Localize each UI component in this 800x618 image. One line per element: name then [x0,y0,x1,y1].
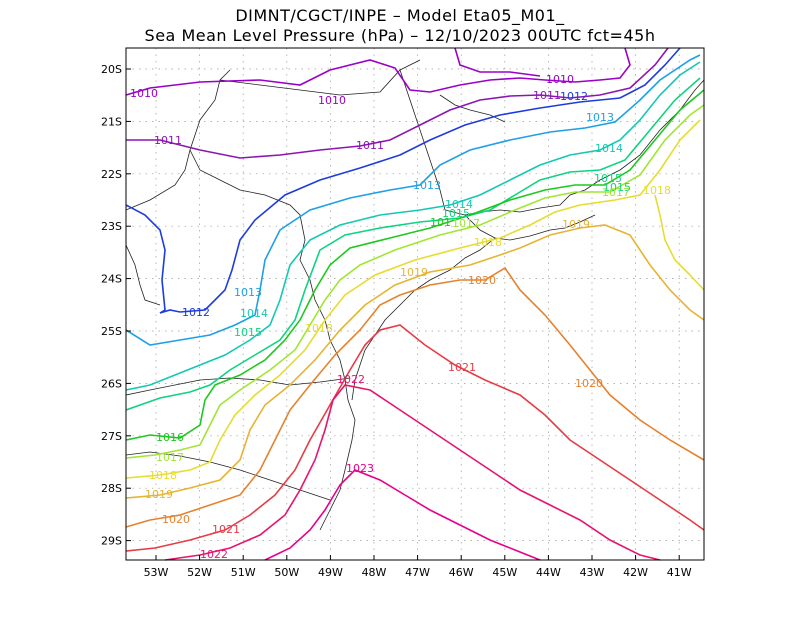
state-border [399,69,446,211]
isobar-label: 1017 [156,451,184,464]
isobar-label: 1017 [452,217,480,230]
lat-tick-label: 22S [101,168,122,181]
isobar-1014 [125,61,701,391]
map-area [126,48,704,560]
isobar-label: 1012 [182,306,210,319]
lat-tick-label: 21S [101,115,122,128]
isobar-1011 [126,47,669,159]
lake [439,94,506,123]
isobar-label: 1018 [474,236,502,249]
map-frame [125,47,705,561]
isobar-1021 [125,324,705,552]
isobar-1010 [125,47,631,96]
lon-tick-label: 44W [536,566,561,579]
chart-title-line1: DIMNT/CGCT/INPE – Model Eta05_M01_ [235,6,565,25]
lon-tick-label: 47W [405,566,430,579]
lon-tick-label: 48W [362,566,387,579]
isobar-1018 [125,119,701,479]
isobar-label: 1018 [643,184,671,197]
isobar-label: 1011 [356,139,384,152]
isobar-1013 [125,54,701,346]
isobar-label: 1021 [448,361,476,374]
isobar-label: 1014 [240,307,268,320]
isobar-label: 1014 [595,142,623,155]
coastline [464,214,596,241]
isobar-label: 1019 [400,266,428,279]
isobar-label: 1015 [234,326,262,339]
longitude-axis: 53W 52W 51W 50W 49W 48W 47W 46W 45W 44W 43W 42W 41W [144,555,692,579]
lon-tick-label: 52W [187,566,212,579]
isobar-labels: 1010 1010 1010 1011 1011 1011 1012 1012 … [130,73,671,561]
lon-tick-label: 45W [492,566,517,579]
lon-tick-label: 46W [449,566,474,579]
isobar-1023 [264,469,541,561]
lon-tick-label: 43W [580,566,605,579]
lat-tick-label: 27S [101,430,122,443]
lon-tick-label: 41W [667,566,692,579]
isobar-1012 [125,204,166,314]
isobar-1010 [454,47,541,77]
isobar-1018 [654,194,705,291]
isobar-label: 1013 [234,286,262,299]
isobar-label: 1019 [562,218,590,231]
lon-tick-label: 49W [318,566,343,579]
lon-tick-label: 53W [144,566,169,579]
lon-tick-label: 42W [623,566,648,579]
isobar-1017 [125,104,705,459]
isobar-label: 1013 [413,179,441,192]
isobar-label: 1015 [442,207,470,220]
isobar-1022 [164,384,661,561]
isobar-label: 1015 [594,172,622,185]
latitude-axis: 20S 21S 22S 23S 24S 25S 26S 27S 28S 29S [101,63,131,548]
isobar-label: 1020 [575,377,603,390]
isobar-label: 1013 [586,111,614,124]
isobar-label: 1022 [337,373,365,386]
state-border [125,451,331,501]
isobar-label: 1015 [603,181,631,194]
isobar-lines [125,47,705,561]
lat-tick-label: 26S [101,377,122,390]
isobar-label: 1010 [546,73,574,86]
lat-tick-label: 24S [101,273,122,286]
isobar-label: 1021 [212,523,240,536]
isobar-label: 1020 [468,274,496,287]
coastline-borders [125,59,705,531]
coastline [351,237,496,401]
isobar-label: 1018 [305,322,333,335]
state-border [125,377,351,396]
isobar-label: 1022 [200,548,228,561]
isobar-1012 [159,47,681,314]
isobar-label: 1011 [154,134,182,147]
isobar-label: 1012 [560,90,588,103]
isobar-label: 1014 [445,198,473,211]
isobar-1020 [125,266,705,528]
isobar-1015 [125,77,701,411]
isobar-label: 1016 [156,431,184,444]
chart-title-line2: Sea Mean Level Pressure (hPa) – 12/10/20… [144,26,656,45]
isobar-label: 1020 [162,513,190,526]
lat-tick-label: 20S [101,63,122,76]
isobar-label: 1023 [346,462,374,475]
isobar-label: 1011 [533,89,561,102]
lat-tick-label: 28S [101,482,122,495]
isobar-label: 1010 [130,87,158,100]
isobar-label: 1010 [318,94,346,107]
lon-tick-label: 51W [231,566,256,579]
lat-tick-label: 23S [101,220,122,233]
state-border [125,244,161,306]
isobar-1016 [125,89,705,441]
lat-tick-label: 29S [101,535,122,548]
isobar-label: 1017 [602,186,630,199]
isobar-1019 [125,224,705,499]
lat-tick-label: 25S [101,325,122,338]
isobar-label: 101 [430,216,451,229]
state-border [189,149,356,531]
isobar-label: 1019 [145,488,173,501]
isobar-label: 1018 [149,469,177,482]
lon-tick-label: 50W [274,566,299,579]
